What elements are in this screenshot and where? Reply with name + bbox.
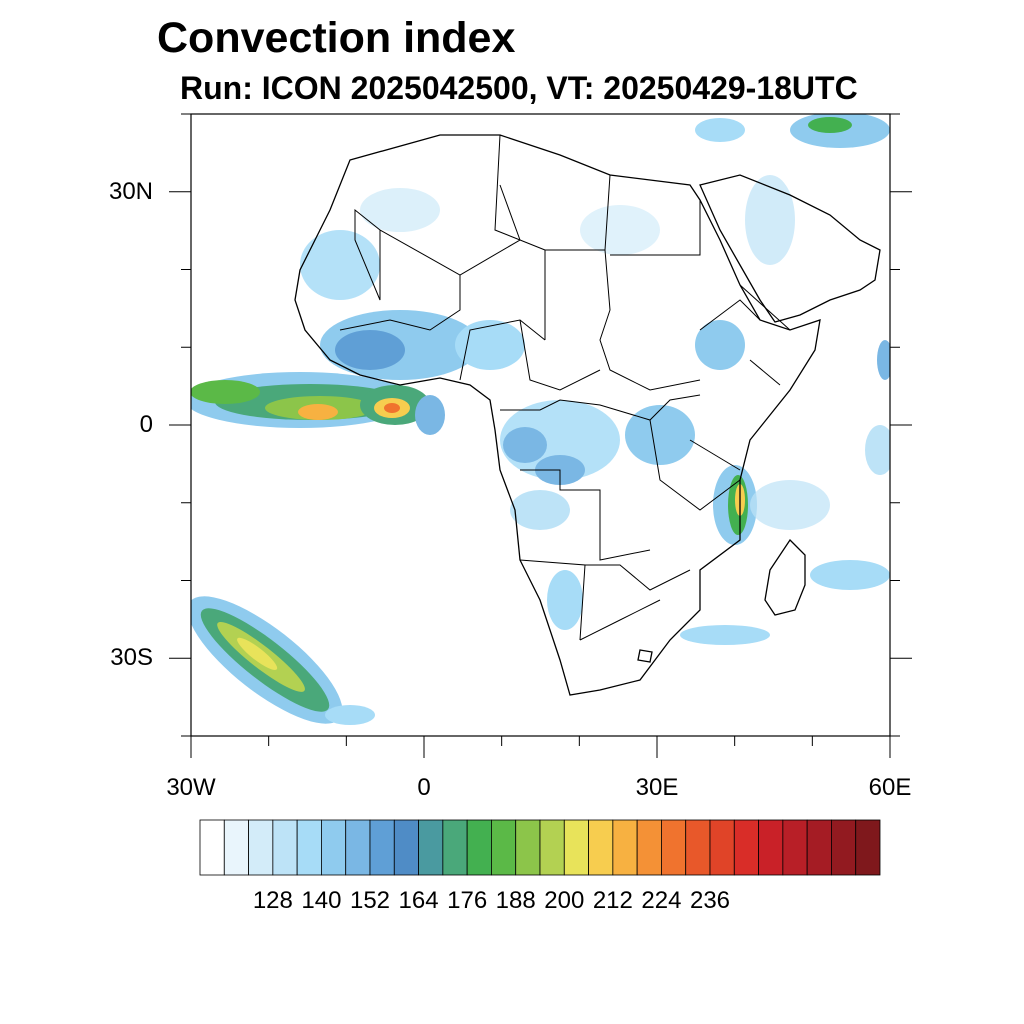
chart-subtitle: Run: ICON 2025042500, VT: 20250429-18UTC bbox=[180, 70, 858, 106]
coastlines bbox=[294, 134, 881, 696]
colorbar-label: 140 bbox=[301, 887, 342, 914]
borders bbox=[339, 134, 791, 641]
lat-tick-label: 30S bbox=[110, 644, 153, 672]
chart-title: Convection index bbox=[157, 14, 516, 62]
lon-tick-label: 0 bbox=[417, 774, 431, 801]
colorbar-label: 188 bbox=[495, 887, 536, 914]
lat-tick-label: 0 bbox=[139, 411, 153, 438]
colorbar-label: 224 bbox=[641, 887, 682, 914]
convection-field bbox=[191, 114, 890, 725]
lon-tick-label: 30W bbox=[166, 774, 216, 801]
colorbar-label: 212 bbox=[592, 887, 633, 914]
map-ticks bbox=[169, 113, 912, 758]
lon-tick-label: 60E bbox=[868, 774, 912, 801]
colorbar-label: 152 bbox=[349, 887, 391, 914]
lon-tick-label: 30E bbox=[635, 774, 679, 801]
lat-tick-label: 30N bbox=[108, 177, 153, 205]
colorbar-label: 236 bbox=[689, 887, 731, 914]
colorbar-label: 200 bbox=[544, 887, 585, 914]
colorbar-label: 176 bbox=[447, 887, 488, 914]
colorbar-label: 164 bbox=[398, 887, 439, 914]
colorbar-label: 128 bbox=[252, 887, 293, 914]
